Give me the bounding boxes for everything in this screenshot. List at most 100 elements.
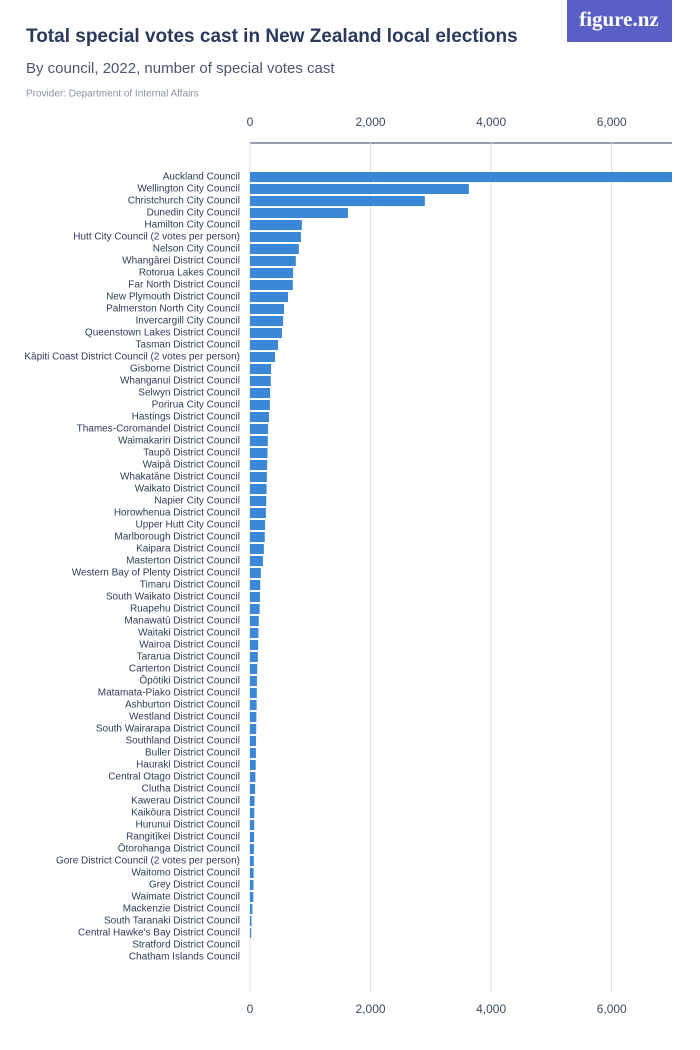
y-tick-label: Kaipara District Council xyxy=(136,544,240,555)
bar xyxy=(250,640,259,650)
bar xyxy=(250,664,258,674)
y-tick-label: Invercargill City Council xyxy=(136,316,240,327)
y-tick-label: Selwyn District Council xyxy=(138,388,240,399)
provider: Provider: Department of Internal Affairs xyxy=(26,89,199,100)
y-tick-label: Chatham Islands Council xyxy=(129,952,240,963)
bar xyxy=(250,232,301,242)
bar xyxy=(250,772,256,782)
bar xyxy=(250,628,259,638)
bar xyxy=(250,172,672,182)
y-tick-label: Central Hawke's Bay District Council xyxy=(78,928,240,939)
y-tick-label: Kaikōura District Council xyxy=(131,808,240,819)
y-tick-label: South Waikato District Council xyxy=(106,592,240,603)
bar xyxy=(250,580,261,590)
y-tick-label: Stratford District Council xyxy=(132,940,240,951)
bar xyxy=(250,676,257,686)
bar xyxy=(250,748,256,758)
x-tick-label: 6,000 xyxy=(597,1002,627,1016)
y-tick-label: Hauraki District Council xyxy=(136,760,240,771)
y-tick-label: Dunedin City Council xyxy=(147,208,240,219)
x-tick-label: 2,000 xyxy=(356,115,386,129)
bar xyxy=(250,904,253,914)
bar xyxy=(250,256,296,266)
bar xyxy=(250,328,282,338)
y-tick-label: Tararua District Council xyxy=(137,652,240,663)
logo[interactable]: figure.nz xyxy=(579,7,659,31)
x-tick-label: 4,000 xyxy=(476,115,506,129)
bar xyxy=(250,880,254,890)
y-tick-label: Ōpōtiki District Council xyxy=(139,675,240,687)
y-tick-label: Rotorua Lakes Council xyxy=(139,268,240,279)
bar xyxy=(250,268,294,278)
bar xyxy=(250,496,267,506)
bar xyxy=(250,928,252,938)
y-tick-label: Matamata-Piako District Council xyxy=(98,688,240,699)
y-tick-label: Hastings District Council xyxy=(132,412,240,423)
y-tick-label: Grey District Council xyxy=(149,880,240,891)
bar xyxy=(250,412,269,422)
bar xyxy=(250,820,255,830)
y-tick-label: South Wairarapa District Council xyxy=(96,724,240,735)
logo-box[interactable] xyxy=(567,0,672,42)
y-tick-label: Mackenzie District Council xyxy=(123,904,240,915)
x-tick-label: 2,000 xyxy=(356,1002,386,1016)
chart-subtitle: By council, 2022, number of special vote… xyxy=(26,60,335,77)
bar xyxy=(250,376,271,386)
y-tick-label: Gisborne District Council xyxy=(130,364,240,375)
y-tick-label: Horowhenua District Council xyxy=(114,508,240,519)
y-tick-label: Whanganui District Council xyxy=(120,376,240,387)
bar xyxy=(250,508,266,518)
x-tick-label: 6,000 xyxy=(597,115,627,129)
bar xyxy=(250,292,288,302)
y-tick-label: Ōtorohanga District Council xyxy=(118,843,240,855)
y-tick-label: Auckland Council xyxy=(163,172,240,183)
y-tick-label: Marlborough District Council xyxy=(114,532,240,543)
y-tick-label: Carterton District Council xyxy=(129,664,240,675)
bar xyxy=(250,316,284,326)
bar xyxy=(250,304,285,314)
bar xyxy=(250,472,267,482)
y-tick-label: Central Otago District Council xyxy=(108,772,240,783)
y-tick-label: Masterton District Council xyxy=(126,556,240,567)
y-tick-label: Waitomo District Council xyxy=(131,868,240,879)
y-tick-label: Porirua City Council xyxy=(152,400,240,411)
y-tick-label: Waitaki District Council xyxy=(138,628,240,639)
bar xyxy=(250,460,268,470)
y-tick-label: Manawatū District Council xyxy=(124,616,240,627)
y-tick-label: Upper Hutt City Council xyxy=(136,520,240,531)
y-tick-label: Hamilton City Council xyxy=(144,220,240,231)
y-tick-label: Wellington City Council xyxy=(137,184,240,195)
bar xyxy=(250,604,260,614)
x-tick-label: 0 xyxy=(247,115,254,129)
y-tick-label: Whakatāne District Council xyxy=(120,472,240,483)
bar xyxy=(250,592,260,602)
y-tick-label: Ruapehu District Council xyxy=(130,604,240,615)
bar xyxy=(250,916,252,926)
x-tick-label: 4,000 xyxy=(476,1002,506,1016)
bar xyxy=(250,856,254,866)
bar xyxy=(250,832,255,842)
bar xyxy=(250,724,257,734)
y-tick-label: Buller District Council xyxy=(145,748,240,759)
bar xyxy=(250,340,279,350)
y-tick-label: South Taranaki District Council xyxy=(104,916,240,927)
y-tick-label: Waimate District Council xyxy=(131,892,240,903)
bar xyxy=(250,568,261,578)
bar xyxy=(250,184,469,194)
bar xyxy=(250,244,299,254)
bar xyxy=(250,532,265,542)
y-tick-label: Rangitīkei District Council xyxy=(126,832,240,843)
y-tick-label: Whangārei District Council xyxy=(122,256,240,267)
bar xyxy=(250,784,256,794)
y-tick-label: Far North District Council xyxy=(128,280,240,291)
bar xyxy=(250,556,263,566)
y-tick-label: Christchurch City Council xyxy=(128,196,240,207)
bar xyxy=(250,544,264,554)
y-tick-label: Waikato District Council xyxy=(135,484,240,495)
y-tick-label: Kawerau District Council xyxy=(131,796,240,807)
y-tick-label: Palmerston North City Council xyxy=(106,304,240,315)
bar xyxy=(250,448,268,458)
y-tick-label: Hurunui District Council xyxy=(136,820,240,831)
bar xyxy=(250,520,266,530)
